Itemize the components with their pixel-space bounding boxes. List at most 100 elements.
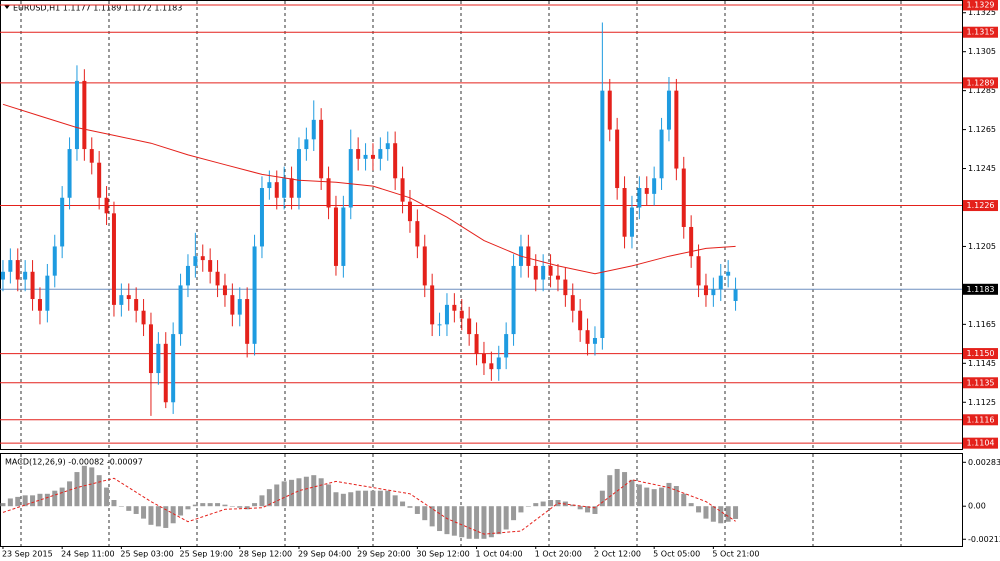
macd-bar xyxy=(437,506,443,532)
candle-body xyxy=(726,271,731,276)
macd-bar xyxy=(540,501,546,507)
macd-bar xyxy=(96,475,102,507)
macd-bar xyxy=(222,504,228,507)
macd-bar xyxy=(718,506,724,524)
candle-body xyxy=(415,221,420,247)
macd-bar xyxy=(466,506,472,539)
macd-bar xyxy=(15,496,21,507)
candle-body xyxy=(119,295,124,305)
level-label: 1.1116 xyxy=(967,415,995,424)
candle-body xyxy=(563,279,568,296)
macd-bar xyxy=(7,498,13,507)
macd-bar xyxy=(185,506,191,510)
candle-body xyxy=(296,149,301,198)
macd-bar xyxy=(207,503,213,507)
x-tick-label: 25 Sep 19:00 xyxy=(180,550,233,559)
y-tick-label: 1.1265 xyxy=(968,125,996,134)
level-label-bg xyxy=(963,414,998,426)
macd-bar xyxy=(644,487,650,507)
macd-bar xyxy=(118,506,124,507)
candle-body xyxy=(215,271,220,286)
candle-body xyxy=(30,271,35,300)
macd-bar xyxy=(614,468,620,507)
candle-body xyxy=(171,334,176,403)
candle-body xyxy=(111,213,116,305)
candle-body xyxy=(570,295,575,311)
candle-body xyxy=(141,310,146,325)
macd-bar xyxy=(459,506,465,538)
macd-bar xyxy=(370,490,376,507)
macd-bar xyxy=(599,490,605,507)
candle-body xyxy=(245,299,250,344)
macd-bar xyxy=(126,506,132,511)
macd-bar xyxy=(281,481,287,507)
candle-body xyxy=(681,168,686,227)
macd-bar xyxy=(244,506,250,510)
candle-body xyxy=(474,334,479,354)
macd-bar xyxy=(392,495,398,507)
macd-bar xyxy=(414,506,420,514)
macd-bar xyxy=(525,506,531,507)
y-tick-label: 1.1325 xyxy=(968,8,996,17)
candle-body xyxy=(674,90,679,169)
candle-body xyxy=(370,154,375,159)
candle-body xyxy=(430,285,435,325)
macd-bar xyxy=(67,481,73,507)
candle-body xyxy=(178,285,183,335)
candle-body xyxy=(437,324,442,326)
macd-bar xyxy=(44,493,50,507)
macd-bar xyxy=(274,484,280,507)
x-tick-label: 28 Sep 12:00 xyxy=(239,550,292,559)
menu-arrow[interactable] xyxy=(4,5,10,9)
macd-bar xyxy=(488,506,494,538)
grid xyxy=(20,1,902,546)
macd-bar xyxy=(385,490,391,507)
candle-body xyxy=(533,265,538,280)
level-label-bg xyxy=(963,77,998,89)
level-label: 1.1226 xyxy=(967,201,995,210)
macd-bar xyxy=(629,479,635,507)
macd-bar xyxy=(673,486,679,507)
macd-bar xyxy=(311,475,317,507)
candle-body xyxy=(592,337,597,344)
y-tick-label: 1.1205 xyxy=(968,242,996,251)
macd-panel-frame xyxy=(0,453,963,547)
x-tick-label: 5 Oct 05:00 xyxy=(653,550,700,559)
y-tick-label: 0.00 xyxy=(968,502,986,511)
macd-bar xyxy=(710,506,716,522)
price-label-bg xyxy=(963,283,998,295)
macd-bar xyxy=(141,506,147,519)
macd-bar xyxy=(585,506,591,513)
candle-body xyxy=(37,299,42,311)
candle-body xyxy=(393,143,398,179)
macd-bar xyxy=(104,487,110,507)
macd-bar xyxy=(444,506,450,535)
x-tick-label: 1 Oct 20:00 xyxy=(535,550,582,559)
candle-body xyxy=(148,324,153,374)
macd-bar xyxy=(22,495,28,507)
level-label: 1.1289 xyxy=(967,78,995,87)
macd-bar xyxy=(481,506,487,539)
macd-bar xyxy=(37,493,43,507)
macd-bar xyxy=(296,478,302,507)
macd-bar xyxy=(326,484,332,507)
macd-bar xyxy=(400,501,406,507)
macd-bar xyxy=(215,503,221,507)
macd-bar xyxy=(74,472,80,507)
candle-body xyxy=(666,90,671,130)
candle-body xyxy=(74,80,79,150)
macd-bar xyxy=(363,490,369,507)
macd-bar xyxy=(496,506,502,535)
level-label-bg xyxy=(963,437,998,449)
y-tick-label: 1.1245 xyxy=(968,164,996,173)
candle-body xyxy=(585,330,590,344)
candle-body xyxy=(615,129,620,189)
candle-body xyxy=(208,260,213,272)
candle-body xyxy=(541,265,546,280)
macd-bar xyxy=(89,467,95,507)
macd-bar xyxy=(377,490,383,507)
x-tick-label: 1 Oct 04:00 xyxy=(476,550,523,559)
macd-bar xyxy=(318,478,324,507)
candle-body xyxy=(644,188,649,194)
macd-bar xyxy=(303,476,309,507)
